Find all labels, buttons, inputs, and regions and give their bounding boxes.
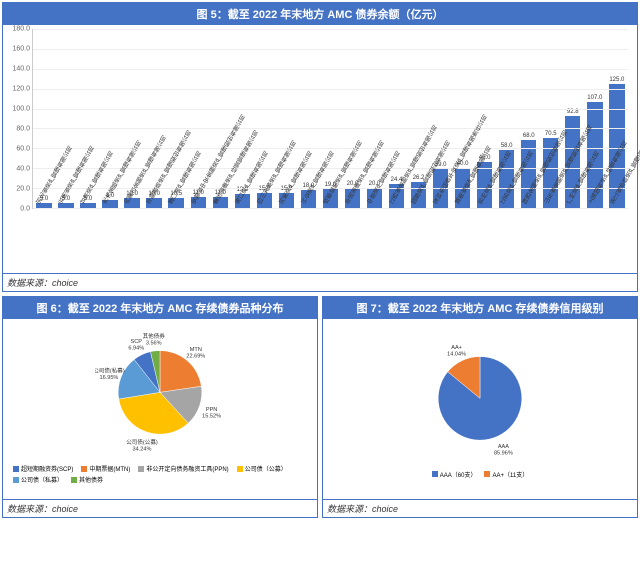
fig5-source: 数据来源：choice (3, 273, 637, 291)
fig7-chart: AAA85.96% AA+14.04% AAA（60支） AA+（11支） (323, 319, 637, 499)
legend-swatch (138, 466, 144, 472)
y-tick: 60.0 (16, 146, 30, 153)
y-tick: 140.0 (12, 65, 30, 72)
legend-label: 公司债（私募） (21, 475, 63, 484)
legend-label: 非公开定向债务融资工具(PPN) (146, 464, 228, 473)
y-tick: 120.0 (12, 86, 30, 93)
legend-swatch (432, 471, 438, 477)
legend-label: 公司债（公募） (245, 464, 287, 473)
legend-item: AAA（60支） (432, 470, 477, 479)
bar-value-label: 70.5 (545, 131, 557, 137)
legend-item: 非公开定向债务融资工具(PPN) (138, 464, 228, 473)
bar-value-label: 68.0 (523, 133, 535, 139)
pie-slice-label: MTN (190, 347, 202, 353)
bar-value-label: 92.8 (567, 109, 579, 115)
y-tick: 40.0 (16, 166, 30, 173)
pie-slice-label: 22.69% (186, 353, 205, 359)
pie-slice-label: 6.94% (128, 345, 144, 351)
legend-item: AA+（11支） (484, 470, 528, 479)
pie-slice-label: PPN (206, 407, 217, 413)
legend-swatch (81, 466, 87, 472)
pie-slice-label: AA+ (451, 344, 462, 350)
pie-slice-label: 公司债(公募) (126, 438, 158, 446)
y-tick: 0.0 (20, 206, 30, 213)
fig6-source: 数据来源：choice (3, 499, 317, 517)
legend-item: 公司债（私募） (13, 475, 63, 484)
legend-swatch (13, 466, 19, 472)
legend-item: 超短期融资券(SCP) (13, 464, 73, 473)
legend-swatch (484, 471, 490, 477)
fig6-title: 图 6：截至 2022 年末地方 AMC 存续债券品种分布 (3, 297, 317, 319)
legend-swatch (13, 477, 19, 483)
pie-slice-label: 34.24% (133, 447, 152, 453)
pie-slice-label: 其他债券 (143, 332, 166, 340)
legend-swatch (237, 466, 243, 472)
fig6-chart: MTN22.69% PPN15.52% 公司债(公募)34.24% 公司债(私募)16… (3, 319, 317, 499)
y-tick: 80.0 (16, 126, 30, 133)
legend-label: 中期票据(MTN) (89, 464, 130, 473)
fig5-panel: 图 5：截至 2022 年末地方 AMC 债券余额（亿元） 0.0 20.0 40.… (2, 2, 638, 292)
legend-swatch (71, 477, 77, 483)
legend-label: AAA（60支） (440, 470, 477, 479)
y-tick: 160.0 (12, 45, 30, 52)
pie-slice-label: 15.52% (202, 413, 221, 419)
pie-slice-label: AAA (498, 443, 509, 449)
fig6-panel: 图 6：截至 2022 年末地方 AMC 存续债券品种分布 MTN22.69% P… (2, 296, 318, 518)
fig7-source: 数据来源：choice (323, 499, 637, 517)
pie-slice-label: 3.56% (146, 340, 162, 346)
y-tick: 20.0 (16, 185, 30, 192)
fig7-title: 图 7：截至 2022 年末地方 AMC 存续债券信用级别 (323, 297, 637, 319)
fig5-title: 图 5：截至 2022 年末地方 AMC 债券余额（亿元） (3, 3, 637, 25)
y-tick: 180.0 (12, 26, 30, 33)
pie-slice-label: 公司债(私募) (95, 366, 125, 374)
legend-item: 中期票据(MTN) (81, 464, 130, 473)
legend-item: 其他债券 (71, 475, 103, 484)
legend-item: 公司债（公募） (237, 464, 287, 473)
legend-label: 超短期融资券(SCP) (21, 464, 73, 473)
fig5-chart: 0.0 20.0 40.0 60.0 80.0 100.0 120.0 140.0 160.0 1… (3, 25, 637, 273)
pie-slice-label: 16.95% (100, 375, 119, 381)
fig7-panel: 图 7：截至 2022 年末地方 AMC 存续债券信用级别 AAA85.96%A… (322, 296, 638, 518)
y-tick: 100.0 (12, 105, 30, 112)
legend-label: 其他债券 (79, 475, 103, 484)
legend-label: AA+（11支） (492, 470, 528, 479)
pie-slice-label: 85.96% (494, 450, 513, 456)
pie-slice-label: SCP (131, 339, 143, 345)
pie-slice-label: 14.04% (447, 351, 466, 357)
bar-value-label: 107.0 (587, 95, 602, 101)
bar-value-label: 125.0 (609, 77, 624, 83)
